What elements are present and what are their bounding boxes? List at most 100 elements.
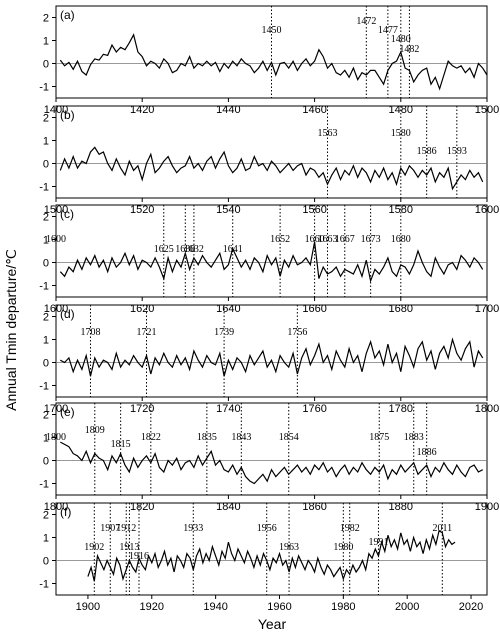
y-tick-label: -1 xyxy=(39,579,49,591)
y-tick-label: 2 xyxy=(43,13,49,25)
x-tick-label: 1780 xyxy=(389,403,413,415)
event-label-1477: 1477 xyxy=(378,25,398,36)
y-tick-label: 2 xyxy=(43,410,49,422)
x-tick-label: 1520 xyxy=(130,204,154,216)
event-label-1913: 1913 xyxy=(119,542,139,553)
event-label-1667: 1667 xyxy=(335,234,355,245)
event-label-1956: 1956 xyxy=(257,523,277,534)
panel-frame xyxy=(55,304,488,398)
x-tick-label: 1460 xyxy=(302,104,326,116)
event-label-1450: 1450 xyxy=(262,25,282,36)
series-line xyxy=(59,146,484,191)
panel-frame xyxy=(55,204,488,298)
panel-label: (a) xyxy=(60,8,75,22)
panel-5: (f) -1 0 1 2 1900 1920 1940 1960 1980 2000 2020 1902… xyxy=(39,502,488,613)
event-label-1907: 1907 xyxy=(100,523,120,534)
event-label-1472: 1472 xyxy=(356,16,376,27)
y-tick-label: 1 xyxy=(43,235,49,247)
event-label-1593: 1593 xyxy=(447,146,467,157)
event-label-1835: 1835 xyxy=(197,432,217,443)
event-label-1980: 1980 xyxy=(333,542,353,553)
event-label-1480: 1480 xyxy=(391,34,411,45)
event-label-1822: 1822 xyxy=(141,432,161,443)
y-tick-label: 2 xyxy=(43,510,49,522)
event-label-1875: 1875 xyxy=(369,432,389,443)
event-label-1991: 1991 xyxy=(368,537,388,548)
x-tick-label: 1680 xyxy=(389,303,413,315)
y-tick-label: 0 xyxy=(43,258,49,270)
event-label-1721: 1721 xyxy=(137,327,157,338)
series-line xyxy=(59,241,484,284)
x-tick-label: 1980 xyxy=(331,601,355,613)
event-label-1982: 1982 xyxy=(340,523,360,534)
y-tick-label: -1 xyxy=(39,182,49,194)
event-label-1482: 1482 xyxy=(399,44,419,55)
x-tick-label: 1960 xyxy=(267,601,291,613)
y-tick-label: 1 xyxy=(43,136,49,148)
event-label-1739: 1739 xyxy=(214,327,234,338)
y-tick-label: -1 xyxy=(39,479,49,491)
x-tick-label: 1880 xyxy=(389,501,413,513)
x-tick-label: 1640 xyxy=(216,303,240,315)
panel-frame xyxy=(55,502,488,596)
y-tick-label: 2 xyxy=(43,312,49,324)
event-label-1660: 1660 xyxy=(305,234,325,245)
event-label-1912: 1912 xyxy=(116,523,136,534)
y-tick-label: 0 xyxy=(43,358,49,370)
series-line xyxy=(59,33,488,91)
x-tick-label: 1920 xyxy=(140,601,164,613)
event-label-1756: 1756 xyxy=(287,327,307,338)
event-label-1854: 1854 xyxy=(279,432,299,443)
y-tick-label: 1 xyxy=(43,36,49,48)
panel-label: (c) xyxy=(60,207,74,221)
event-label-1815: 1815 xyxy=(111,439,131,450)
x-tick-label: 1660 xyxy=(302,303,326,315)
x-tick-label: 1620 xyxy=(130,303,154,315)
x-tick-label: 1440 xyxy=(216,104,240,116)
event-label-1673: 1673 xyxy=(361,234,381,245)
x-tick-label: 1540 xyxy=(216,204,240,216)
x-tick-label: 2020 xyxy=(459,601,483,613)
event-label-1916: 1916 xyxy=(129,551,149,562)
x-tick-label: 1860 xyxy=(302,501,326,513)
event-label-1708: 1708 xyxy=(80,327,100,338)
event-label-1883: 1883 xyxy=(404,432,424,443)
panel-label: (d) xyxy=(60,307,75,321)
y-tick-label: -1 xyxy=(39,381,49,393)
event-label-1800: 1800 xyxy=(46,432,66,443)
y-tick-label: 2 xyxy=(43,113,49,125)
panel-label: (f) xyxy=(60,505,71,519)
y-tick-label: 0 xyxy=(43,59,49,71)
event-label-1963: 1963 xyxy=(279,542,299,553)
y-tick-label: -1 xyxy=(39,281,49,293)
panel-label: (b) xyxy=(60,108,75,122)
y-tick-label: 2 xyxy=(43,212,49,224)
panel-frame xyxy=(55,105,488,199)
series-line xyxy=(60,441,483,485)
y-tick-label: -1 xyxy=(39,82,49,94)
event-label-1600: 1600 xyxy=(46,234,66,245)
event-label-2011: 2011 xyxy=(432,523,452,534)
x-tick-label: 1420 xyxy=(130,104,154,116)
event-label-1632: 1632 xyxy=(184,244,204,255)
panel-label: (e) xyxy=(60,405,75,419)
event-label-1652: 1652 xyxy=(270,234,290,245)
event-label-1630: 1630 xyxy=(175,244,195,255)
event-label-1933: 1933 xyxy=(183,523,203,534)
y-tick-label: 1 xyxy=(43,533,49,545)
event-label-1625: 1625 xyxy=(154,244,174,255)
event-label-1902: 1902 xyxy=(84,542,104,553)
event-label-1680: 1680 xyxy=(391,234,411,245)
x-tick-label: 1720 xyxy=(130,403,154,415)
event-label-1843: 1843 xyxy=(231,432,251,443)
y-tick-label: 0 xyxy=(43,159,49,171)
y-tick-label: 1 xyxy=(43,335,49,347)
y-tick-label: 1 xyxy=(43,433,49,445)
